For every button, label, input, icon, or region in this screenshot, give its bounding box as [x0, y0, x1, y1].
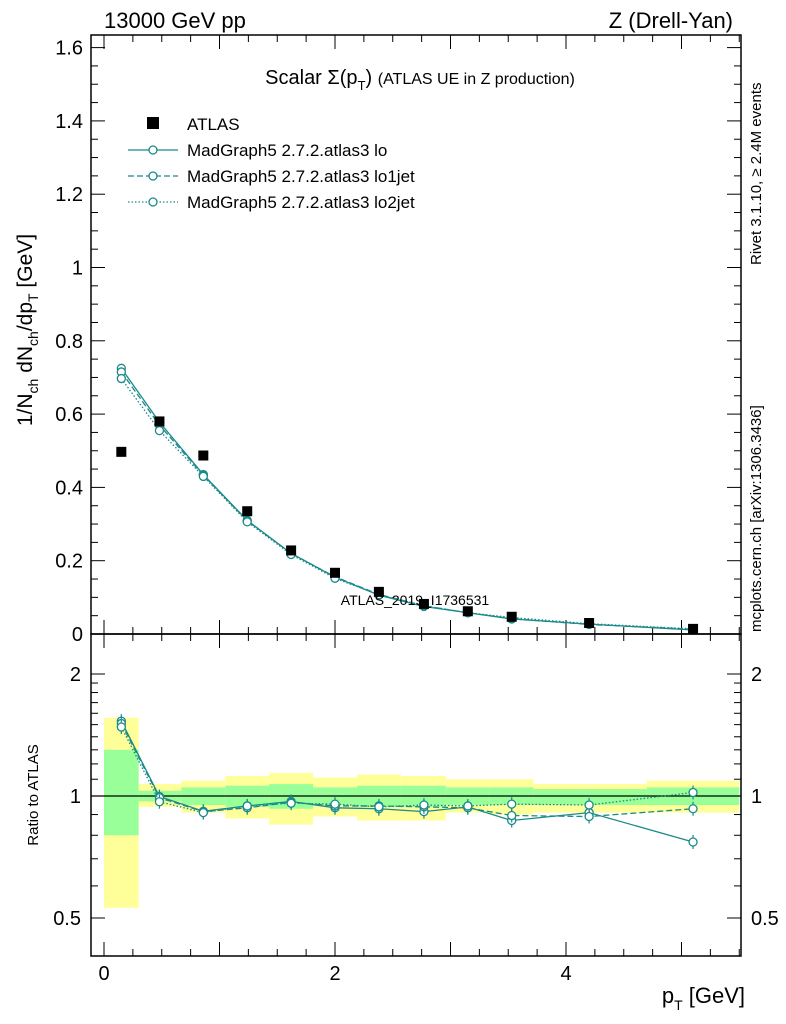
- legend-marker-dashed: [148, 171, 158, 181]
- main-ytick-label: 1.4: [55, 111, 83, 133]
- data-point: [286, 545, 297, 556]
- ratio-ytick-label: 2: [70, 664, 81, 686]
- data-point: [584, 618, 595, 629]
- ratio-point-dashed: [584, 811, 594, 822]
- mc-point-dotted: [198, 471, 208, 482]
- ratio-point-dotted: [688, 787, 698, 798]
- mc-line-dotted: [120, 378, 694, 630]
- main-title: Scalar Σ(pT) (ATLAS UE in Z production): [265, 67, 575, 93]
- ratio-ytick-label-right: 2: [751, 664, 762, 686]
- title-close: ): [366, 67, 378, 89]
- ratio-point-dashed: [507, 810, 517, 821]
- ratio-point-dotted: [154, 797, 165, 807]
- ratio-point-dotted: [463, 801, 473, 811]
- legend-marker-solid: [148, 145, 158, 155]
- legend-label-solid: MadGraph5 2.7.2.atlas3 lo: [187, 141, 387, 160]
- legend-label-data: ATLAS: [187, 115, 240, 134]
- main-ytick-label: 1.6: [55, 38, 83, 60]
- main-panel: 0 0.2 0.4 0.6 0.8 1 1.2 1.4 1.6: [55, 34, 742, 646]
- main-ytick-label: 0: [72, 624, 83, 646]
- main-ytick-label: 0.4: [55, 477, 83, 499]
- analysis-watermark: ATLAS_2019_I1736531: [341, 592, 490, 608]
- legend-label-dotted: MadGraph5 2.7.2.atlas3 lo2jet: [187, 193, 415, 212]
- main-y-label: 1/Nch dNch/dpT [GeV]: [14, 234, 41, 426]
- main-ytick-label: 0.2: [55, 551, 83, 573]
- legend-label-dashed: MadGraph5 2.7.2.atlas3 lo1jet: [187, 167, 415, 186]
- main-ytick-label: 1: [72, 258, 83, 280]
- ratio-point-dotted: [286, 798, 296, 808]
- data-point: [198, 450, 209, 461]
- ratio-xtick-label: 4: [560, 963, 571, 985]
- mc-line-dashed: [120, 371, 694, 630]
- data-point: [373, 586, 384, 597]
- data-point: [418, 598, 429, 609]
- header-right-label: Z (Drell-Yan): [609, 8, 733, 33]
- ratio-frame: [90, 633, 742, 957]
- ylabel-part1: 1/N: [14, 393, 37, 426]
- band-inner-10: [533, 789, 647, 806]
- mc-point-dotted: [154, 425, 165, 436]
- ratio-point-dotted: [374, 802, 384, 812]
- legend-marker-data: [147, 117, 159, 129]
- ratio-ytick-label-right: 0.5: [751, 908, 779, 930]
- data-point: [116, 446, 127, 457]
- mc-point-dotted: [242, 517, 252, 527]
- data-point: [462, 606, 473, 617]
- legend-marker-dotted: [148, 197, 158, 207]
- mc-line-solid: [120, 367, 694, 631]
- mcplots-label: mcplots.cern.ch [arXiv:1306.3436]: [748, 405, 765, 632]
- svg-text:1/Nch dNch/dpT [GeV]: 1/Nch dNch/dpT [GeV]: [14, 234, 41, 426]
- legend: ATLAS MadGraph5 2.7.2.atlas3 lo MadGraph5 …: [128, 115, 415, 212]
- mc-point-dotted: [116, 373, 126, 384]
- ratio-xtick-label: 2: [329, 963, 340, 985]
- ratio-point-solid: [688, 837, 698, 847]
- title-scalar: Scalar Σ(p: [265, 67, 357, 89]
- ratio-panel: 0 2 4 0.5 0.5 1 1 2 2: [53, 633, 779, 985]
- band-inner-0: [104, 749, 139, 836]
- main-ytick-label: 0.6: [55, 404, 83, 426]
- data-point: [506, 611, 517, 622]
- title-sub-t: T: [358, 78, 366, 93]
- ratio-ytick-label: 1: [70, 786, 81, 808]
- data-point: [330, 567, 340, 578]
- header-left-label: 13000 GeV pp: [104, 8, 246, 33]
- ratio-ytick-label: 0.5: [53, 908, 81, 930]
- data-point: [688, 623, 699, 634]
- ratio-ytick-label-right: 1: [751, 786, 762, 808]
- title-desc: (ATLAS UE in Z production): [378, 71, 575, 88]
- ratio-point-dotted: [116, 722, 126, 732]
- ratio-xtick-label: 0: [98, 963, 109, 985]
- main-ytick-label: 1.2: [55, 184, 83, 206]
- ratio-point-dotted: [198, 807, 208, 818]
- main-ytick-label: 0.8: [55, 331, 83, 353]
- ratio-point-dotted: [507, 799, 517, 809]
- ratio-line-dashed: [120, 723, 694, 818]
- data-point: [242, 506, 253, 517]
- ratio-y-label: Ratio to ATLAS: [25, 744, 42, 845]
- rivet-label: Rivet 3.1.10, ≥ 2.4M events: [748, 83, 765, 266]
- ratio-point-dotted: [584, 800, 594, 810]
- ratio-point-dashed: [688, 804, 698, 814]
- ratio-point-dotted: [419, 800, 429, 810]
- ratio-point-dotted: [330, 799, 340, 809]
- x-axis-label: pT [GeV]: [662, 983, 745, 1013]
- ratio-point-dotted: [242, 801, 252, 811]
- data-point: [154, 416, 165, 427]
